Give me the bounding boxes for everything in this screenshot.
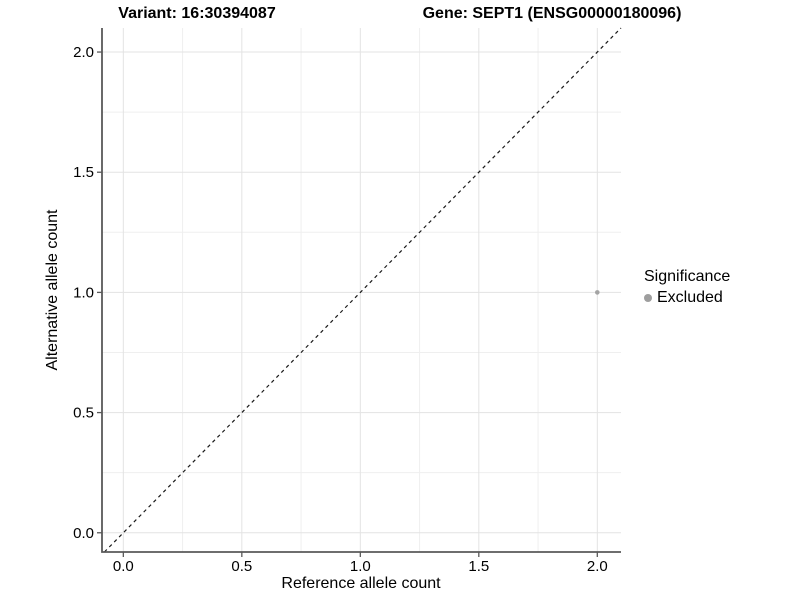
x-tick-label: 2.0 (587, 558, 608, 575)
excluded-marker-icon (644, 294, 652, 302)
y-tick-label: 1.5 (73, 164, 94, 181)
x-axis-label: Reference allele count (281, 575, 441, 592)
legend-item-excluded: Excluded (644, 289, 730, 307)
x-tick-label: 1.0 (350, 558, 371, 575)
gene-title: Gene: SEPT1 (ENSG00000180096) (422, 5, 682, 22)
legend-item-label: Excluded (657, 289, 723, 306)
x-tick-label: 1.5 (468, 558, 489, 575)
x-tick-label: 0.5 (231, 558, 252, 575)
x-tick-label: 0.0 (113, 558, 134, 575)
y-tick-label: 0.0 (73, 525, 94, 542)
axis-lines (101, 28, 621, 553)
legend-title: Significance (644, 268, 731, 285)
y-tick-label: 2.0 (73, 44, 94, 61)
y-tick-label: 0.5 (73, 405, 94, 422)
identity-dashed-line (103, 27, 622, 553)
legend: Significance Excluded (644, 267, 730, 307)
data-point (595, 290, 600, 295)
variant-title: Variant: 16:30394087 (118, 5, 276, 22)
y-axis-label: Alternative allele count (44, 209, 61, 371)
y-tick-label: 1.0 (73, 284, 94, 301)
